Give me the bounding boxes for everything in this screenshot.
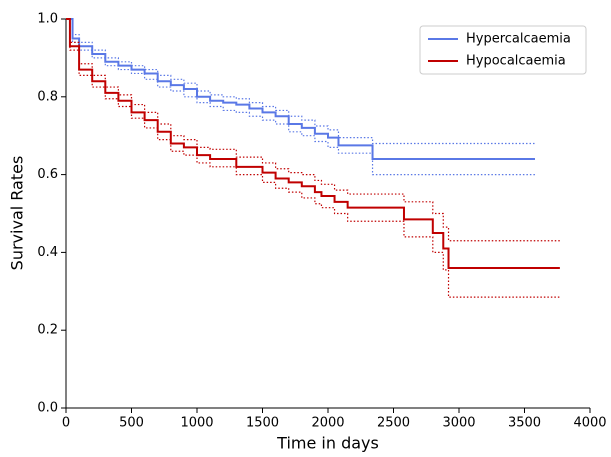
x-tick-label: 2500: [377, 416, 410, 431]
x-tick-label: 0: [62, 416, 70, 431]
ci-line: [66, 18, 535, 145]
ci-line: [66, 18, 535, 176]
x-tick-label: 1500: [246, 416, 279, 431]
survival-line: [66, 18, 535, 161]
x-tick-label: 3000: [442, 416, 475, 431]
x-tick-label: 3500: [508, 416, 541, 431]
y-tick-label: 1.0: [37, 12, 58, 27]
ci-line: [66, 18, 560, 242]
legend-label: Hypercalcaemia: [466, 32, 571, 47]
legend-label: Hypocalcaemia: [466, 54, 566, 69]
y-tick-label: 0.0: [37, 401, 58, 416]
ci-line: [66, 18, 560, 298]
y-tick-label: 0.8: [37, 89, 58, 104]
x-tick-label: 500: [119, 416, 144, 431]
x-tick-label: 2000: [311, 416, 344, 431]
x-tick-label: 1000: [180, 416, 213, 431]
y-tick-label: 0.6: [37, 167, 58, 182]
y-tick-label: 0.4: [37, 245, 58, 260]
survival-line: [66, 18, 560, 269]
x-axis-label: Time in days: [276, 434, 379, 453]
x-tick-label: 4000: [573, 416, 606, 431]
legend-box: [419, 25, 587, 75]
y-axis-label: Survival Rates: [8, 156, 27, 271]
y-tick-label: 0.2: [37, 323, 58, 338]
